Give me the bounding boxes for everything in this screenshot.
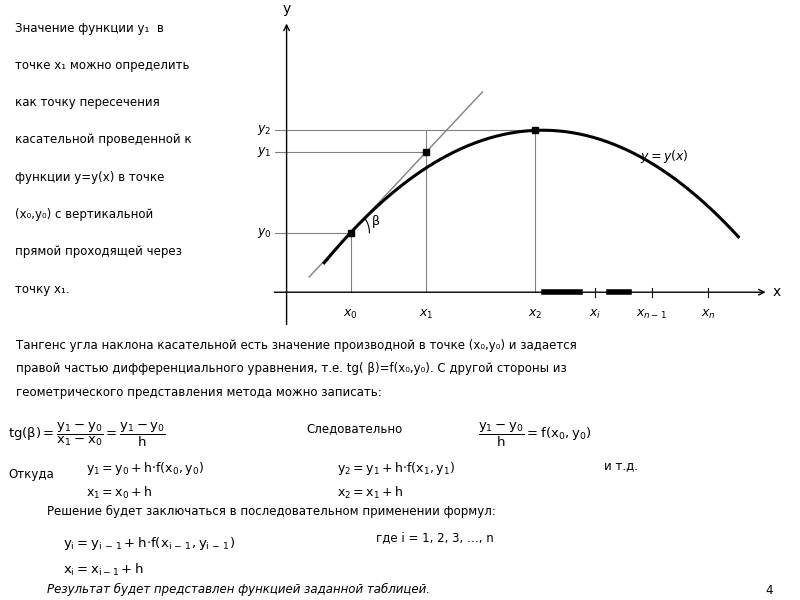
Text: β: β [372, 215, 380, 229]
Text: $x_1$: $x_1$ [418, 308, 433, 321]
Text: касательной проведенной к: касательной проведенной к [15, 133, 192, 146]
Text: $x_2$: $x_2$ [528, 308, 542, 321]
Text: $x_{n-1}$: $x_{n-1}$ [636, 308, 667, 321]
Text: $\mathsf{x_i=x_{i-1}+h}$: $\mathsf{x_i=x_{i-1}+h}$ [63, 562, 144, 578]
Text: как точку пересечения: как точку пересечения [15, 96, 160, 109]
Text: Тангенс угла наклона касательной есть значение производной в точке (x₀,y₀) и зад: Тангенс угла наклона касательной есть зн… [16, 338, 577, 352]
Text: Следовательно: Следовательно [306, 422, 402, 435]
Text: $y_1$: $y_1$ [257, 145, 271, 160]
Text: $y_2$: $y_2$ [258, 124, 271, 137]
Text: $\mathsf{x_2=x_1+h}$: $\mathsf{x_2=x_1+h}$ [338, 485, 404, 501]
Text: точку x₁.: точку x₁. [15, 283, 70, 296]
Text: геометрического представления метода можно записать:: геометрического представления метода мож… [16, 386, 382, 399]
Text: правой частью дифференциального уравнения, т.е. tg( β)=f(x₀,y₀). С другой сторон: правой частью дифференциального уравнени… [16, 362, 566, 376]
Text: прямой проходящей через: прямой проходящей через [15, 245, 182, 258]
Text: $\mathsf{y_1=y_0+h{\cdot}f(x_0,y_0)}$: $\mathsf{y_1=y_0+h{\cdot}f(x_0,y_0)}$ [86, 460, 204, 477]
Text: Результат будет представлен функцией заданной таблицей.: Результат будет представлен функцией зад… [47, 583, 430, 596]
Text: 4: 4 [765, 584, 773, 598]
Text: $x_n$: $x_n$ [701, 308, 715, 321]
Text: точке x₁ можно определить: точке x₁ можно определить [15, 59, 190, 72]
Text: Решение будет заключаться в последовательном применении формул:: Решение будет заключаться в последовател… [47, 505, 496, 518]
Text: $x_0$: $x_0$ [343, 308, 358, 321]
Text: и т.д.: и т.д. [604, 459, 638, 472]
Text: x: x [772, 285, 781, 299]
Text: Откуда: Откуда [8, 468, 54, 481]
Text: Значение функции y₁  в: Значение функции y₁ в [15, 22, 164, 35]
Text: где i = 1, 2, 3, …, n: где i = 1, 2, 3, …, n [377, 532, 494, 544]
Text: $\mathsf{\dfrac{y_1-y_0}{h}=f(x_0,y_0)}$: $\mathsf{\dfrac{y_1-y_0}{h}=f(x_0,y_0)}$ [478, 421, 592, 449]
Text: $\mathsf{y_i=y_{i\,-\,1}+h{\cdot}f(x_{i\,-\,1},y_{i\,-\,1})}$: $\mathsf{y_i=y_{i\,-\,1}+h{\cdot}f(x_{i\… [63, 535, 235, 553]
Text: функции y=y(x) в точке: функции y=y(x) в точке [15, 171, 165, 184]
Text: $\mathsf{y_2=y_1+h{\cdot}f(x_1,y_1)}$: $\mathsf{y_2=y_1+h{\cdot}f(x_1,y_1)}$ [338, 460, 455, 477]
Text: $\mathsf{x_1=x_0+h}$: $\mathsf{x_1=x_0+h}$ [86, 485, 153, 501]
Text: $\mathsf{tg(\beta)=\dfrac{y_1-y_0}{x_1-x_0}=\dfrac{y_1-y_0}{h}}$: $\mathsf{tg(\beta)=\dfrac{y_1-y_0}{x_1-x… [8, 421, 166, 449]
Text: $x_i$: $x_i$ [590, 308, 602, 321]
Text: y: y [282, 2, 290, 16]
Text: $y=y(x)$: $y=y(x)$ [641, 148, 689, 165]
Text: (x₀,y₀) с вертикальной: (x₀,y₀) с вертикальной [15, 208, 154, 221]
Text: $y_0$: $y_0$ [257, 226, 271, 240]
